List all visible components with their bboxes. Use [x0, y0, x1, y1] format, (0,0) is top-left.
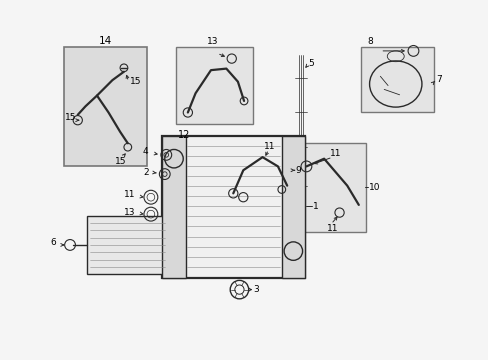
Bar	[64, 47, 147, 166]
Text: 15: 15	[130, 77, 142, 86]
Bar	[87, 216, 167, 274]
Bar	[162, 136, 305, 278]
Text: 13: 13	[124, 208, 135, 217]
Text: 15: 15	[65, 113, 77, 122]
Text: 2: 2	[142, 168, 148, 177]
Text: 9: 9	[295, 166, 301, 175]
Text: 14: 14	[99, 36, 112, 45]
Bar	[162, 136, 185, 278]
Text: 7: 7	[435, 75, 441, 84]
Text: 11: 11	[329, 149, 340, 158]
Text: 8: 8	[366, 36, 372, 45]
Text: 5: 5	[308, 59, 314, 68]
Text: 6: 6	[50, 238, 56, 247]
Text: 1: 1	[312, 202, 318, 211]
Text: 4: 4	[142, 147, 148, 156]
Text: 15: 15	[115, 157, 126, 166]
Bar	[360, 47, 433, 112]
Bar	[176, 47, 253, 124]
Text: 11: 11	[264, 142, 275, 151]
Text: 10: 10	[368, 183, 380, 192]
Text: 11: 11	[326, 224, 337, 233]
Bar	[297, 143, 366, 232]
Text: 11: 11	[124, 190, 135, 199]
Text: 3: 3	[253, 285, 259, 294]
Text: 13: 13	[207, 36, 218, 45]
Bar	[224, 136, 293, 205]
Bar	[281, 136, 305, 278]
Text: 12: 12	[178, 130, 190, 140]
